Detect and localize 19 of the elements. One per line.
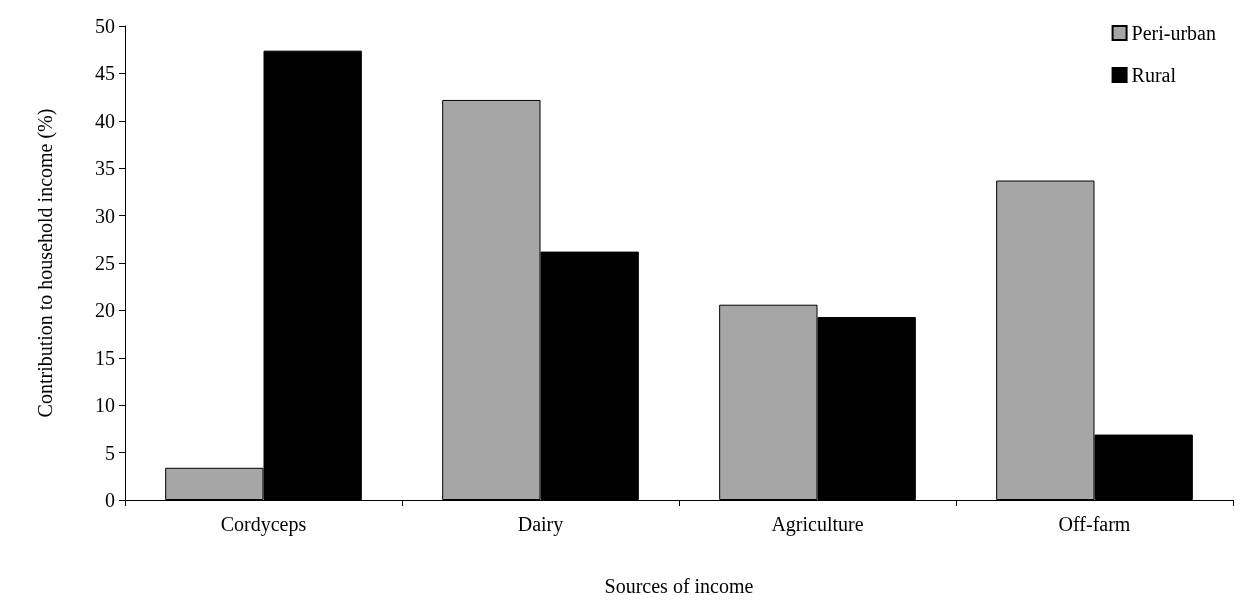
- y-tick-label: 10: [95, 394, 115, 417]
- x-tick-label: Cordyceps: [220, 513, 307, 536]
- x-tick-label: Off-farm: [1058, 513, 1131, 535]
- y-tick-label: 35: [95, 157, 115, 180]
- y-tick-label: 50: [95, 15, 115, 37]
- x-tick-label: Agriculture: [771, 513, 864, 536]
- y-tick-label: 0: [105, 489, 115, 511]
- x-axis-title: Sources of income: [604, 575, 754, 597]
- y-tick-label: 15: [95, 346, 115, 369]
- y-tick-label: 30: [95, 204, 115, 227]
- y-tick-label: 40: [95, 109, 115, 132]
- y-tick-label: 25: [95, 252, 115, 274]
- y-tick-label: 45: [95, 62, 115, 85]
- legend-label: Rural: [1131, 64, 1177, 86]
- y-axis-title: Contribution to household income (%): [34, 108, 57, 418]
- legend-label: Peri-urban: [1131, 22, 1217, 44]
- y-tick-label: 20: [95, 299, 115, 322]
- x-tick-label: Dairy: [517, 513, 564, 536]
- y-tick-label: 5: [105, 441, 115, 464]
